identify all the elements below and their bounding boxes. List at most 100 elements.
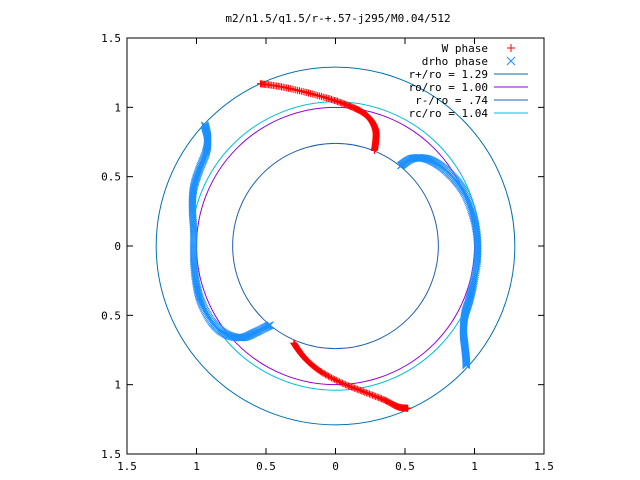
plus-marker: [350, 384, 358, 392]
cross-marker: [192, 277, 200, 286]
cross-marker: [470, 216, 479, 225]
plus-marker: [326, 373, 334, 381]
plus-marker: [344, 382, 352, 390]
plus-marker: [375, 394, 383, 402]
plus-marker: [364, 389, 372, 397]
reference-circle: [155, 66, 516, 426]
plus-marker: [362, 389, 370, 397]
plus-marker: [316, 92, 324, 100]
plus-marker: [317, 92, 325, 100]
axis-ticks: 1.5 1 0.5 0 0.5 1 1.51.510.500.511.5: [101, 32, 554, 473]
y-tick-label: 1.5: [101, 32, 121, 45]
plus-marker: [314, 91, 322, 99]
data-series: [188, 80, 482, 412]
cross-marker: [462, 361, 471, 370]
plus-marker: [340, 380, 348, 388]
y-tick-label: 1: [114, 379, 121, 392]
cross-marker: [189, 224, 198, 233]
cross-marker: [198, 157, 207, 166]
legend-label: drho phase: [422, 55, 488, 68]
plus-marker: [372, 392, 380, 400]
plus-marker: [331, 376, 339, 384]
cross-marker: [196, 161, 205, 170]
y-tick-label: 0.5: [101, 309, 121, 322]
cross-marker: [266, 321, 275, 329]
plus-marker: [312, 91, 320, 99]
cross-marker: [470, 214, 478, 223]
plus-marker: [322, 371, 330, 379]
plus-marker: [404, 404, 412, 412]
plus-marker: [337, 379, 345, 387]
reference-circle: [196, 106, 475, 386]
plus-marker: [334, 377, 342, 385]
plus-marker: [310, 90, 318, 98]
plus-marker: [370, 146, 378, 154]
chart-title: m2/n1.5/q1.5/r-+.57-j295/M0.04/512: [225, 12, 450, 25]
plus-marker: [352, 385, 360, 393]
plus-marker: [325, 372, 333, 380]
series-cross: [188, 121, 482, 370]
plus-marker: [507, 44, 515, 52]
legend-label: r-/ro = .74: [415, 94, 488, 107]
x-tick-label: 1: [471, 460, 478, 473]
plus-marker: [343, 381, 351, 389]
y-tick-label: 0: [114, 240, 121, 253]
cross-marker: [506, 56, 516, 66]
cross-marker: [192, 280, 201, 289]
x-tick-label: 1.5: [117, 460, 137, 473]
plus-marker: [328, 374, 336, 382]
series-plus: [256, 80, 412, 412]
plus-marker: [321, 94, 329, 102]
plus-marker: [353, 385, 361, 393]
cross-marker: [196, 295, 204, 303]
cross-marker: [199, 155, 208, 163]
plus-marker: [319, 93, 327, 101]
cross-marker: [189, 226, 198, 235]
reference-circles: [155, 66, 516, 426]
reference-circle: [232, 142, 439, 350]
plus-marker: [355, 386, 363, 394]
cross-marker: [189, 222, 198, 231]
plus-marker: [320, 370, 328, 378]
reference-circle: [190, 101, 481, 391]
plus-marker: [369, 391, 377, 399]
cross-marker: [200, 152, 209, 161]
plus-marker: [365, 390, 373, 398]
cross-marker: [199, 156, 207, 165]
x-tick-label: 1: [193, 460, 200, 473]
legend-label: W phase: [442, 42, 488, 55]
cross-marker: [470, 217, 479, 226]
plus-marker: [332, 376, 340, 384]
y-tick-label: 0.5: [101, 171, 121, 184]
plus-marker: [323, 94, 331, 102]
cross-marker: [189, 228, 198, 236]
plus-marker: [338, 379, 346, 387]
plus-marker: [349, 384, 357, 392]
cross-marker: [471, 219, 479, 228]
legend-label: r+/ro = 1.29: [409, 68, 488, 81]
plus-marker: [361, 388, 369, 396]
x-tick-label: 0: [332, 460, 339, 473]
plus-marker: [341, 381, 349, 389]
plus-marker: [358, 387, 366, 395]
legend-label: ro/ro = 1.00: [409, 81, 488, 94]
plus-marker: [356, 386, 364, 394]
cross-marker: [197, 160, 206, 169]
y-tick-label: 1.5: [101, 448, 121, 461]
x-tick-label: 0.5: [395, 460, 415, 473]
cross-marker: [471, 221, 480, 229]
cross-marker: [198, 159, 206, 167]
plus-marker: [323, 371, 331, 379]
x-tick-label: 1.5: [534, 460, 554, 473]
plus-marker: [370, 392, 378, 400]
cross-marker: [197, 297, 205, 306]
cross-marker: [196, 296, 205, 305]
cross-marker: [469, 277, 478, 286]
plus-marker: [346, 382, 354, 390]
legend-label: rc/ro = 1.04: [409, 107, 489, 120]
cross-marker: [195, 293, 204, 302]
plus-marker: [373, 393, 381, 401]
plus-marker: [359, 388, 367, 396]
cross-marker: [189, 230, 198, 238]
